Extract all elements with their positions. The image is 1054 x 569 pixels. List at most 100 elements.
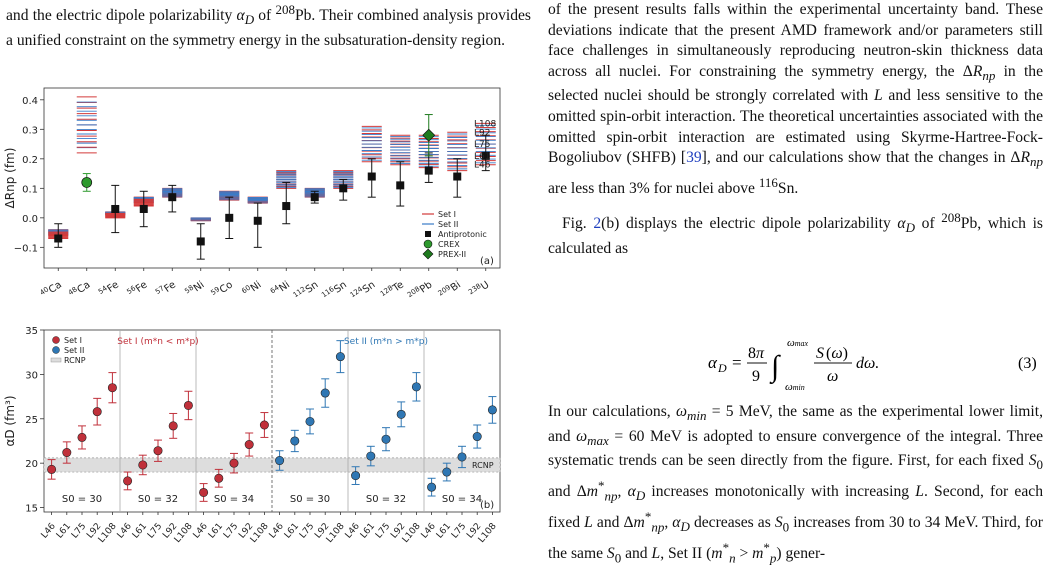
x-tick-label: L75 [450,522,468,541]
legend-label: RCNP [64,356,86,365]
svg-text:=: = [732,353,742,372]
right-column-text-bottom: In our calculations, ωmin = 5 MeV, the s… [548,402,1043,569]
antiprotonic-point [481,151,490,160]
prex-point [422,128,436,142]
group-label: S0 = 34 [214,494,254,505]
y-axis-label: ΔRnp (fm) [3,148,17,209]
y-tick-label: 35 [25,326,38,337]
legend-label: Set I [64,336,82,345]
x-tick-label: 208Pb [406,278,435,303]
set-i-label: Set I (m*n < m*p) [117,337,198,347]
y-axis-label: αD (fm³) [3,395,17,446]
line-label: L46 [474,161,491,171]
y-tick-label: 0.4 [22,96,38,107]
set-i-point [107,383,117,393]
set-ii-point [320,388,330,398]
x-tick-label: 58Ni [183,278,206,300]
y-tick-label: 0.2 [22,155,38,166]
equation-3: α D = 8π 9 ∫ ωmax ωmin S (ω) ω dω. (3) [548,328,1043,400]
set-ii-point [427,482,437,492]
line-label: L92 [474,128,490,138]
legend-label: Antiprotonic [438,230,487,239]
antiprotonic-point [282,202,291,211]
set-ii-point [487,405,497,415]
set-i-point [259,420,269,430]
svg-text:D: D [717,361,727,375]
svg-text:dω.: dω. [856,355,879,372]
set-ii-point [457,452,467,462]
group-label: S0 = 32 [138,494,178,505]
x-tick-label: L61 [207,522,225,541]
antiprotonic-point [196,237,205,246]
svg-text:S: S [816,345,824,362]
x-tick-label: 56Fe [125,278,149,300]
set-i-point [138,460,148,470]
x-tick-label: L75 [222,522,240,541]
y-tick-label: 0.1 [22,184,38,195]
panel-label: (b) [480,500,494,511]
group-label: S0 = 30 [290,494,330,505]
x-tick-label: 124Sn [349,278,378,304]
set-i-point [199,487,209,497]
x-tick-label: 64Ni [269,278,292,300]
x-tick-label: L46 [420,521,438,540]
crex-point [81,177,93,188]
x-tick-label: L61 [55,522,73,541]
right-column-text: of the present results falls within the … [548,0,1043,259]
set-ii-point [381,434,391,444]
set-ii-point [442,467,452,477]
legend-label: Set II [64,346,84,355]
x-tick-label: 60Ni [240,278,263,300]
legend-rcnp-swatch [50,357,62,363]
set-i-point [92,407,102,417]
antiprotonic-point [367,172,376,181]
antiprotonic-point [111,204,120,213]
antiprotonic-point [453,172,462,181]
x-tick-label: 57Fe [154,278,178,300]
set-i-point [153,446,163,456]
set-i-point [214,473,224,483]
x-tick-label: L75 [374,522,392,541]
panel-label: (a) [480,256,494,267]
antiprotonic-point [139,204,148,213]
antiprotonic-point [253,216,262,225]
group-label: S0 = 30 [62,494,102,505]
svg-text:(ω): (ω) [826,345,848,362]
paragraph-3: In our calculations, ωmin = 5 MeV, the s… [548,403,1043,566]
set-i-point [77,432,87,442]
x-tick-label: 128Te [379,278,406,302]
antiprotonic-point [424,166,433,175]
plot-frame [43,87,501,269]
svg-text:ωmin: ωmin [785,381,805,393]
legend-crex-swatch [423,239,433,249]
y-tick-label: 20 [25,459,38,470]
set-ii-label: Set II (m*n > m*p) [344,337,428,347]
svg-text:8π: 8π [748,345,765,362]
x-tick-label: L46 [116,521,134,540]
set-ii-point [351,471,361,481]
set-ii-point [366,451,376,461]
line-label: L61 [474,152,490,162]
x-tick-label: 59Co [209,278,235,301]
x-tick-label: L108 [477,521,499,545]
x-tick-label: L75 [70,522,88,541]
group-label: S0 = 34 [442,494,482,505]
set-ii-point [411,382,421,392]
x-tick-label: 112Sn [292,278,321,304]
y-tick-label: 0.3 [22,125,38,136]
x-tick-label: L61 [359,522,377,541]
y-tick-label: 15 [25,504,38,515]
set-i-point [47,464,57,474]
legend-set-ii-swatch [52,346,60,354]
citation-link[interactable]: 39 [686,149,702,167]
paragraph-1: of the present results falls within the … [548,1,1044,198]
set-ii-point [275,456,285,466]
y-tick-label: 0.0 [22,214,38,225]
left-column-text: and the electric dipole polarizability α… [6,0,531,51]
x-tick-label: L61 [131,522,149,541]
x-tick-label: 116Sn [320,278,349,304]
figure-ref-link[interactable]: 2 [593,214,602,232]
set-ii-point [335,352,345,362]
legend-label: PREX-II [438,250,466,259]
